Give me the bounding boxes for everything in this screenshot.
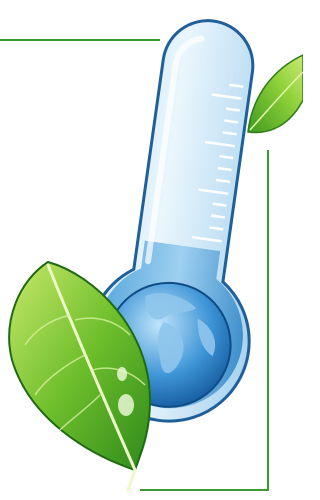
water-drop xyxy=(117,367,127,381)
small-leaf-body xyxy=(248,55,303,133)
page xyxy=(0,0,320,500)
illustration xyxy=(0,0,303,500)
small-leaf xyxy=(248,55,303,133)
water-drop xyxy=(118,394,134,416)
